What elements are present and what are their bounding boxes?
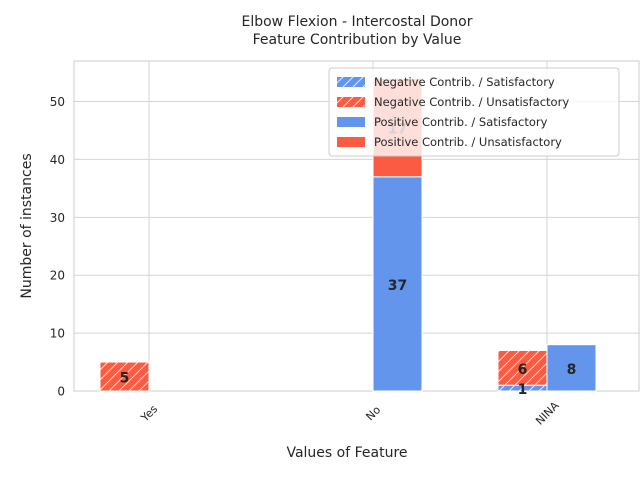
bar	[372, 176, 423, 392]
data-label: 8	[567, 362, 577, 378]
data-label: 6	[518, 362, 528, 378]
legend-label: Negative Contrib. / Satisfactory	[374, 75, 555, 89]
legend: Negative Contrib. / Satisfactory Negative…	[328, 67, 620, 157]
legend-swatch	[337, 137, 365, 147]
data-label: 1	[518, 382, 528, 398]
legend-label: Positive Contrib. / Unsatisfactory	[374, 135, 562, 149]
plot-frame	[73, 60, 640, 392]
y-tick-label: 20	[50, 269, 65, 283]
x-tick-label: No	[363, 403, 383, 423]
legend-label: Positive Contrib. / Satisfactory	[374, 115, 548, 129]
y-tick-label: 10	[50, 327, 65, 341]
bar-hatch	[100, 362, 149, 391]
legend-swatch-hatch	[337, 97, 365, 107]
data-label: 5	[120, 371, 130, 387]
data-label: 37	[388, 278, 407, 294]
y-axis-label: Number of instances	[19, 153, 35, 298]
legend-box	[328, 67, 620, 157]
chart-title-line2: Feature Contribution by Value	[253, 32, 462, 48]
x-tick-label: Yes	[138, 402, 161, 425]
bar-hatch	[498, 350, 547, 386]
y-tick-label: 50	[50, 95, 65, 109]
y-tick-label: 30	[50, 211, 65, 225]
bar-hatch	[498, 385, 547, 391]
chart-title-line1: Elbow Flexion - Intercostal Donor	[241, 14, 472, 30]
x-axis-label: Values of Feature	[286, 445, 407, 461]
x-tick-label: NINA	[533, 399, 562, 428]
y-tick-label: 40	[50, 153, 65, 167]
legend-label: Negative Contrib. / Unsatisfactory	[374, 95, 569, 109]
y-tick-label: 0	[57, 385, 65, 399]
bar	[546, 344, 597, 392]
legend-swatch-hatch	[337, 77, 365, 87]
legend-swatch	[337, 117, 365, 127]
